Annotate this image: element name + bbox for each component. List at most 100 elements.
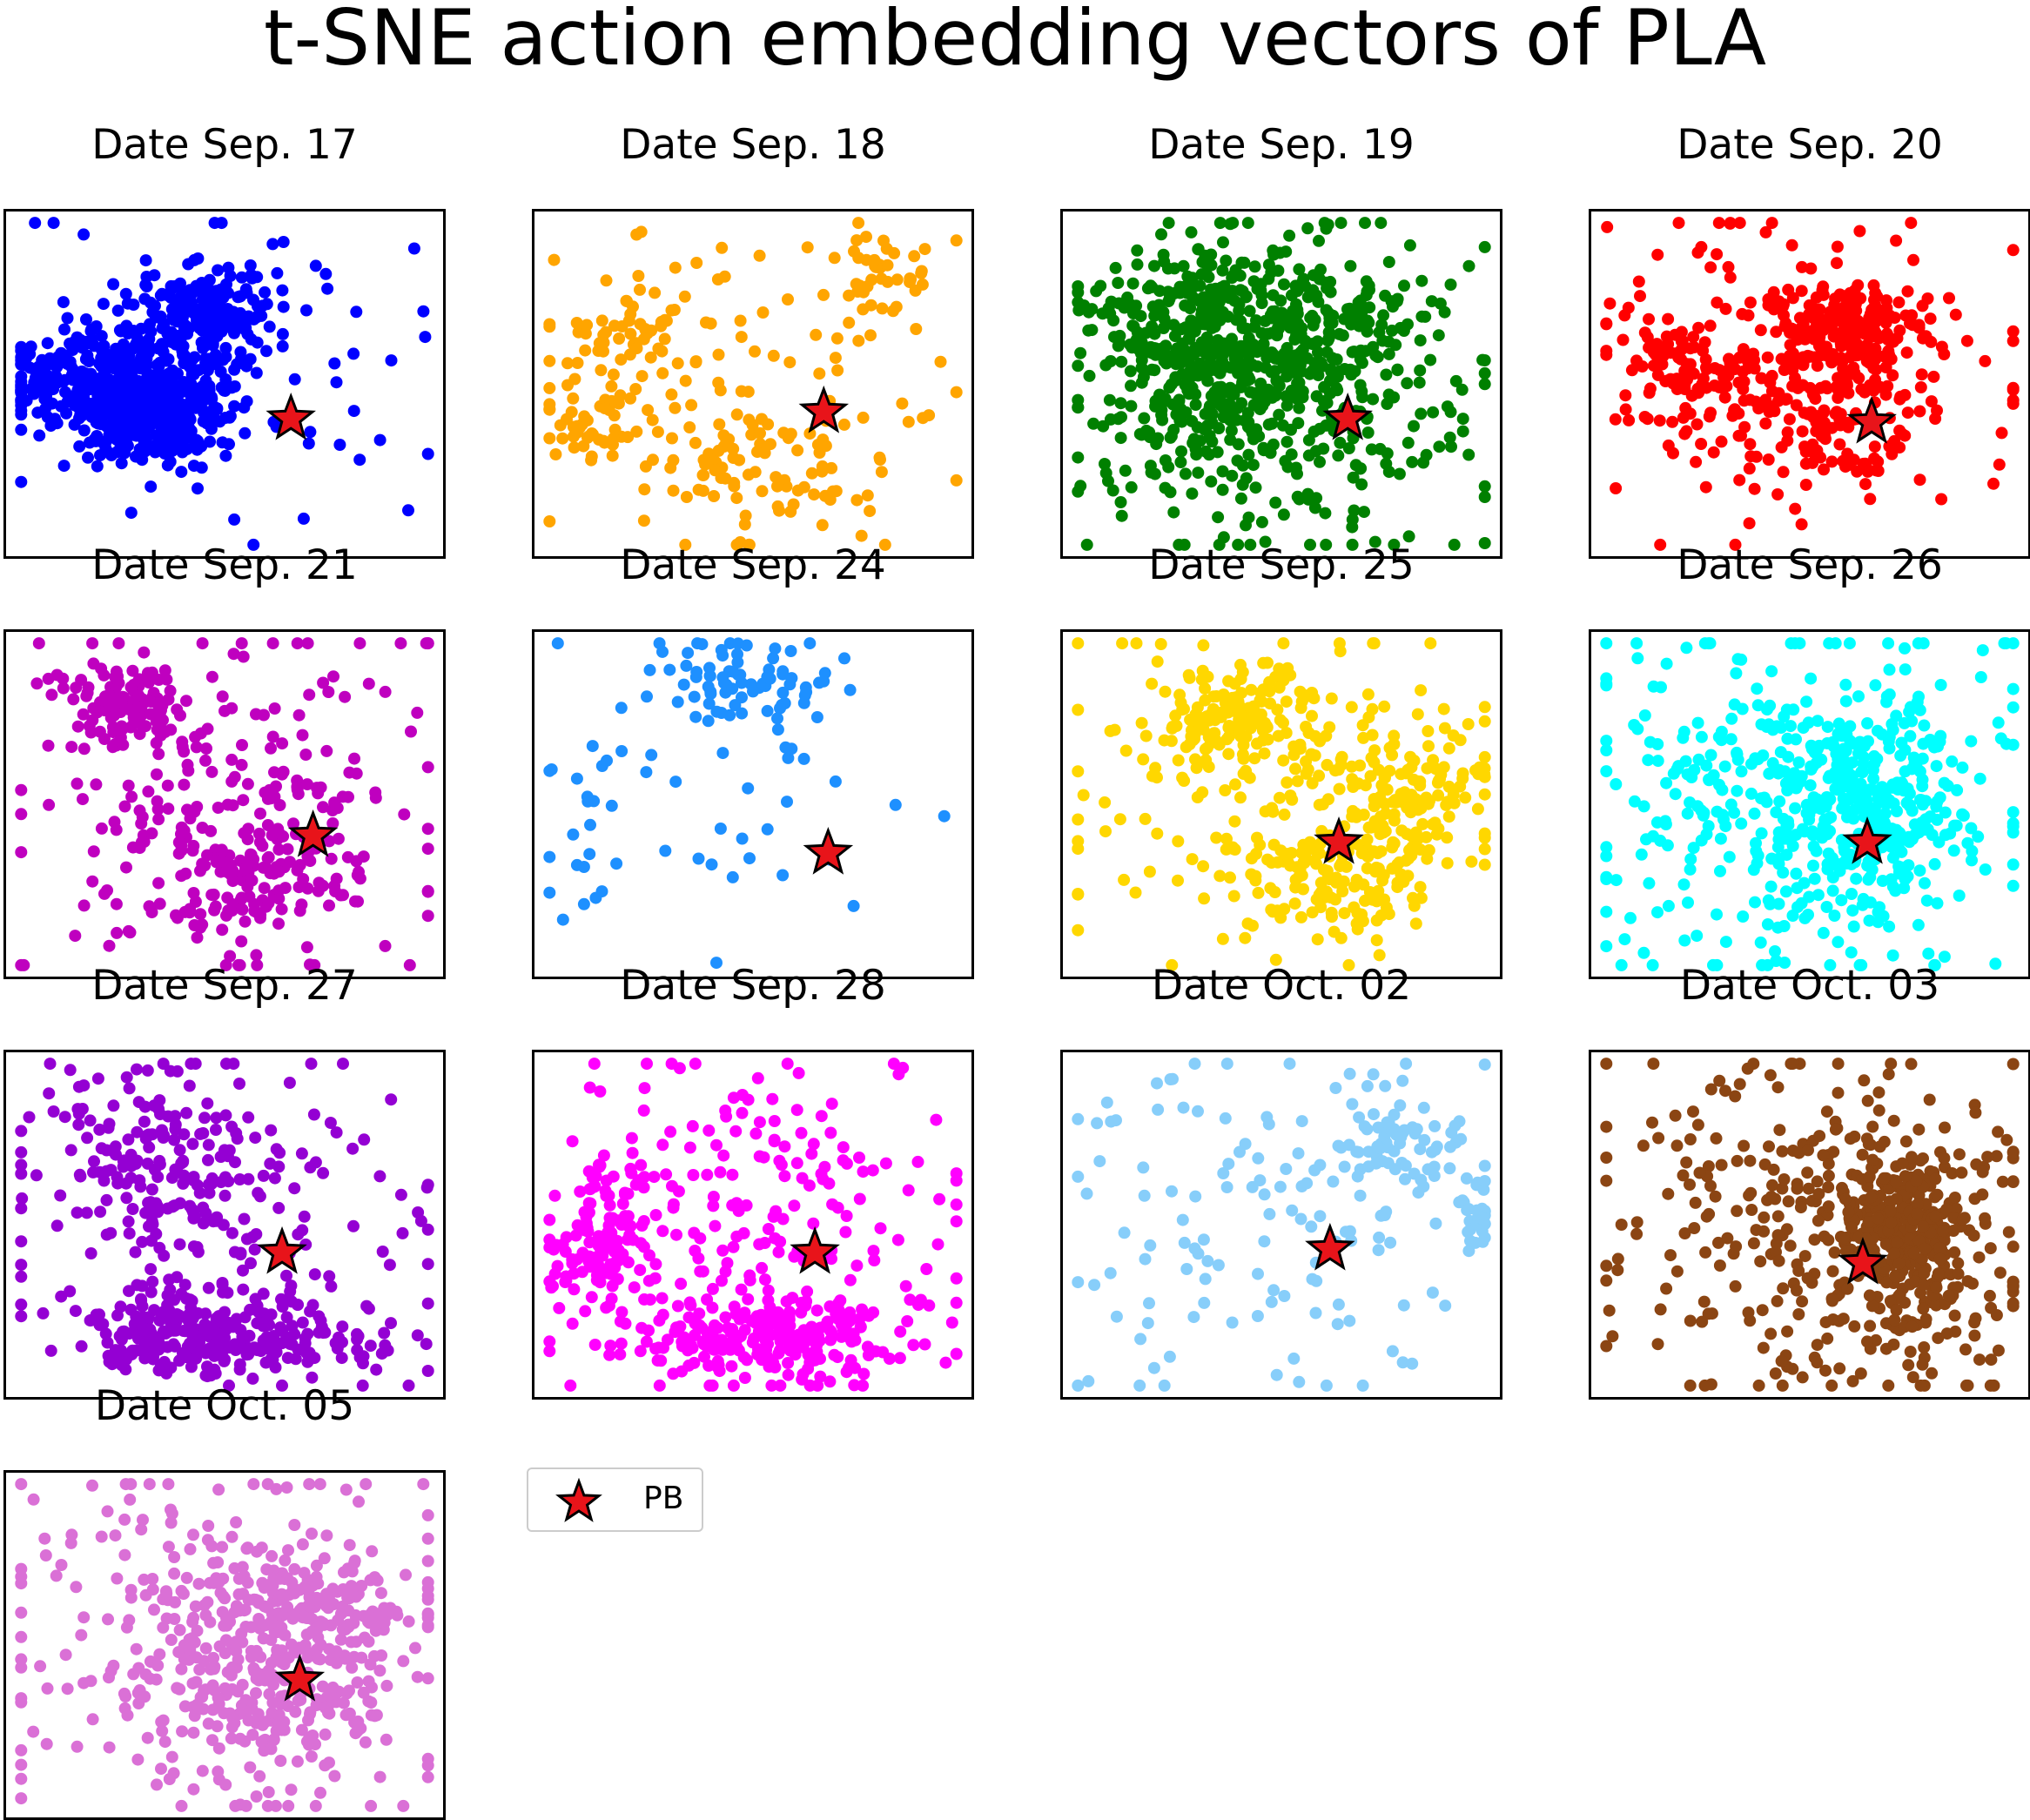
embedding-point — [1368, 535, 1381, 548]
embedding-point — [1196, 786, 1209, 799]
embedding-point — [1600, 841, 1613, 854]
embedding-point — [1273, 662, 1286, 675]
embedding-point — [679, 374, 692, 387]
embedding-point — [1462, 259, 1475, 272]
embedding-point — [15, 846, 28, 859]
embedding-point — [1770, 806, 1783, 819]
embedding-point — [1373, 949, 1386, 962]
embedding-point — [1756, 958, 1769, 971]
embedding-point — [773, 504, 785, 517]
embedding-point — [776, 686, 790, 699]
embedding-point — [268, 1172, 281, 1185]
embedding-point — [1280, 695, 1293, 709]
embedding-point — [1346, 520, 1359, 534]
embedding-point — [774, 702, 786, 715]
embedding-point — [97, 1174, 111, 1187]
embedding-point — [1266, 305, 1279, 318]
embedding-point — [1374, 442, 1387, 455]
embedding-point — [1121, 291, 1134, 304]
embedding-point — [187, 1174, 200, 1187]
embedding-point — [1733, 217, 1746, 230]
embedding-point — [1287, 749, 1301, 762]
embedding-point — [817, 288, 830, 301]
embedding-point — [1871, 752, 1884, 765]
embedding-point — [1380, 901, 1393, 914]
embedding-point — [1300, 755, 1313, 768]
embedding-point — [1318, 217, 1331, 230]
embedding-point — [1072, 359, 1085, 373]
embedding-point — [301, 778, 313, 791]
embedding-point — [250, 949, 263, 962]
embedding-point — [69, 930, 82, 943]
embedding-point — [1765, 217, 1778, 230]
embedding-point — [178, 1169, 191, 1182]
embedding-point — [1807, 859, 1819, 872]
embedding-point — [1314, 455, 1326, 468]
embedding-point — [1767, 303, 1780, 316]
embedding-point — [36, 370, 49, 383]
embedding-point — [1697, 809, 1710, 822]
embedding-point — [632, 270, 645, 282]
embedding-point — [1478, 858, 1491, 871]
embedding-point — [683, 421, 696, 433]
embedding-point — [126, 342, 139, 355]
embedding-point — [292, 709, 306, 722]
embedding-point — [571, 357, 584, 369]
embedding-point — [683, 1141, 696, 1154]
embedding-point — [1603, 297, 1617, 310]
embedding-point — [150, 1197, 163, 1210]
embedding-point — [785, 742, 798, 756]
embedding-point — [240, 1348, 253, 1361]
embedding-point — [690, 257, 703, 269]
embedding-point — [191, 931, 204, 944]
embedding-point — [1195, 268, 1208, 281]
embedding-point — [1216, 483, 1229, 496]
embedding-point — [1072, 280, 1085, 292]
embedding-point — [83, 355, 96, 368]
embedding-point — [194, 921, 207, 934]
embedding-point — [291, 781, 304, 793]
embedding-point — [756, 306, 770, 319]
embedding-point — [218, 856, 231, 868]
embedding-point — [1749, 896, 1761, 909]
embedding-point — [669, 401, 682, 414]
scatter-panel — [532, 209, 974, 559]
embedding-point — [1108, 723, 1121, 736]
embedding-point — [288, 1182, 301, 1195]
embedding-point — [175, 821, 188, 834]
embedding-point — [597, 328, 610, 341]
embedding-point — [950, 386, 963, 399]
embedding-point — [1074, 346, 1087, 359]
embedding-point — [700, 316, 712, 329]
embedding-point — [1765, 369, 1778, 382]
embedding-point — [705, 858, 718, 871]
embedding-point — [1167, 506, 1180, 519]
embedding-point — [227, 648, 240, 661]
embedding-point — [77, 742, 91, 756]
embedding-point — [1695, 730, 1708, 743]
embedding-point — [1939, 806, 1952, 819]
embedding-point — [1258, 395, 1271, 408]
embedding-point — [100, 434, 113, 447]
embedding-point — [1912, 319, 1926, 332]
embedding-point — [1609, 413, 1622, 426]
embedding-point — [383, 1259, 396, 1272]
embedding-point — [857, 1165, 870, 1179]
embedding-point — [150, 736, 163, 749]
embedding-point — [111, 926, 124, 939]
embedding-point — [1261, 733, 1274, 746]
embedding-point — [735, 385, 748, 398]
embedding-point — [357, 850, 370, 863]
embedding-point — [153, 1154, 166, 1167]
embedding-point — [1455, 383, 1469, 396]
embedding-point — [123, 1082, 136, 1095]
embedding-point — [272, 1201, 286, 1214]
embedding-point — [208, 400, 221, 413]
embedding-point — [1083, 369, 1096, 382]
embedding-point — [15, 1158, 28, 1172]
embedding-point — [97, 339, 111, 353]
embedding-point — [231, 1132, 244, 1145]
embedding-point — [180, 695, 192, 708]
embedding-point — [240, 1232, 253, 1246]
embedding-point — [1151, 655, 1164, 668]
